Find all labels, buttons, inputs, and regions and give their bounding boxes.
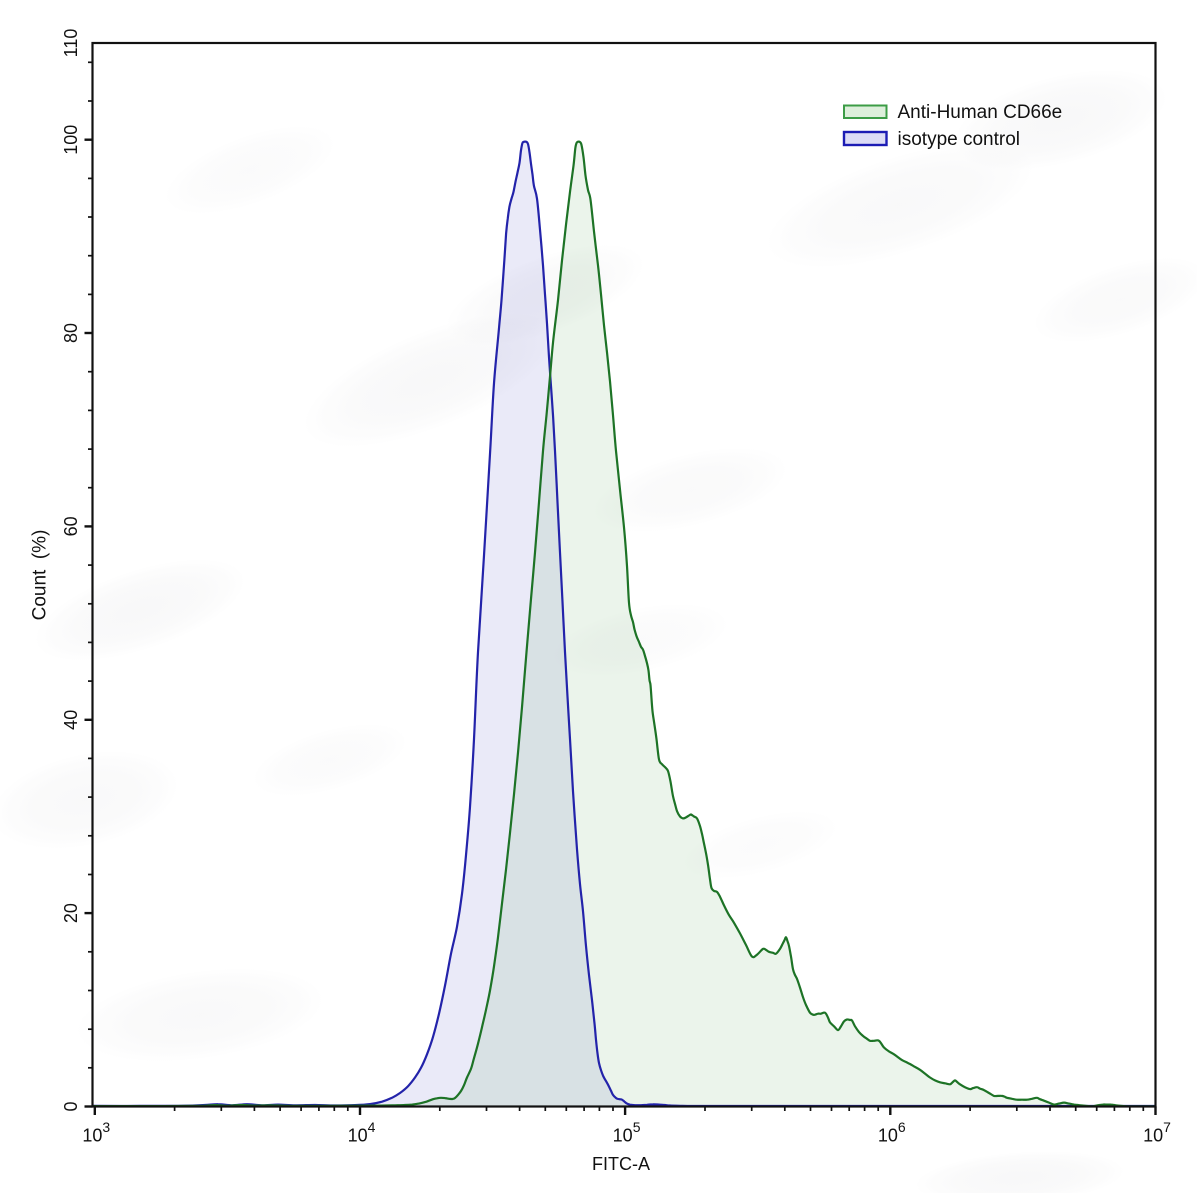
svg-text:104: 104: [348, 1119, 376, 1146]
svg-text:106: 106: [878, 1119, 906, 1146]
svg-text:80: 80: [61, 323, 81, 343]
svg-text:105: 105: [613, 1119, 641, 1146]
svg-text:Anti-Human CD66e: Anti-Human CD66e: [898, 102, 1063, 123]
svg-text:isotype control: isotype control: [898, 129, 1021, 150]
svg-text:110: 110: [61, 29, 81, 58]
svg-text:20: 20: [61, 903, 81, 923]
svg-text:103: 103: [82, 1119, 110, 1146]
svg-text:40: 40: [61, 710, 81, 730]
svg-text:107: 107: [1143, 1119, 1171, 1146]
svg-text:FITC-A: FITC-A: [592, 1154, 650, 1174]
svg-text:Count (%): Count (%): [30, 530, 51, 621]
svg-text:60: 60: [61, 516, 81, 536]
svg-text:100: 100: [61, 125, 81, 155]
svg-text:0: 0: [61, 1101, 81, 1111]
